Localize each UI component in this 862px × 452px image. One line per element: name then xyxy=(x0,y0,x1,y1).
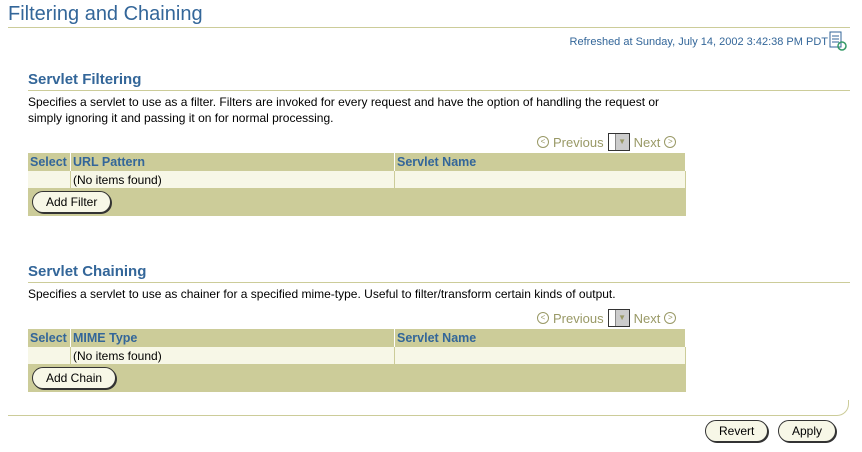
previous-link[interactable]: Previous xyxy=(553,134,604,150)
table-header: Select URL Pattern Servlet Name xyxy=(28,153,686,171)
filtering-divider xyxy=(28,90,850,91)
previous-link[interactable]: Previous xyxy=(553,310,604,326)
add-filter-button[interactable]: Add Filter xyxy=(32,191,112,213)
col-select: Select xyxy=(28,153,71,171)
chevron-down-icon: ▼ xyxy=(614,310,629,326)
col-servlet-name: Servlet Name xyxy=(394,329,686,347)
refresh-timestamp: Refreshed at Sunday, July 14, 2002 3:42:… xyxy=(569,36,828,48)
previous-icon[interactable]: < xyxy=(537,136,549,148)
chaining-heading: Servlet Chaining xyxy=(28,263,147,280)
chaining-pager: < Previous ▼ Next > xyxy=(537,309,677,327)
next-icon[interactable]: > xyxy=(664,136,677,148)
next-link[interactable]: Next xyxy=(633,134,661,150)
table-row: (No items found) xyxy=(28,347,686,365)
title-divider xyxy=(8,27,850,28)
chaining-description: Specifies a servlet to use as chainer fo… xyxy=(28,287,616,301)
footer-divider xyxy=(8,400,849,416)
refresh-icon[interactable] xyxy=(829,31,847,51)
chaining-table: Select MIME Type Servlet Name (No items fo… xyxy=(28,329,686,392)
revert-button[interactable]: Revert xyxy=(705,420,769,442)
empty-message: (No items found) xyxy=(70,171,395,189)
page-select[interactable]: ▼ xyxy=(607,309,630,327)
page-title: Filtering and Chaining xyxy=(8,3,203,25)
col-mime-type: MIME Type xyxy=(70,329,395,347)
col-servlet-name: Servlet Name xyxy=(394,153,686,171)
col-select: Select xyxy=(28,329,71,347)
previous-icon[interactable]: < xyxy=(537,312,549,324)
empty-message: (No items found) xyxy=(70,347,395,365)
next-icon[interactable]: > xyxy=(664,312,677,324)
add-chain-button[interactable]: Add Chain xyxy=(32,367,117,389)
filtering-table: Select URL Pattern Servlet Name (No items … xyxy=(28,153,686,216)
chevron-down-icon: ▼ xyxy=(614,134,629,150)
filtering-heading: Servlet Filtering xyxy=(28,71,142,88)
filtering-description: Specifies a servlet to use as a filter. … xyxy=(28,95,660,125)
col-url-pattern: URL Pattern xyxy=(70,153,395,171)
apply-button[interactable]: Apply xyxy=(778,420,837,442)
chaining-divider xyxy=(28,282,850,283)
table-header: Select MIME Type Servlet Name xyxy=(28,329,686,347)
page-select[interactable]: ▼ xyxy=(607,133,630,151)
next-link[interactable]: Next xyxy=(633,310,661,326)
filtering-pager: < Previous ▼ Next > xyxy=(537,133,677,151)
table-row: (No items found) xyxy=(28,171,686,189)
